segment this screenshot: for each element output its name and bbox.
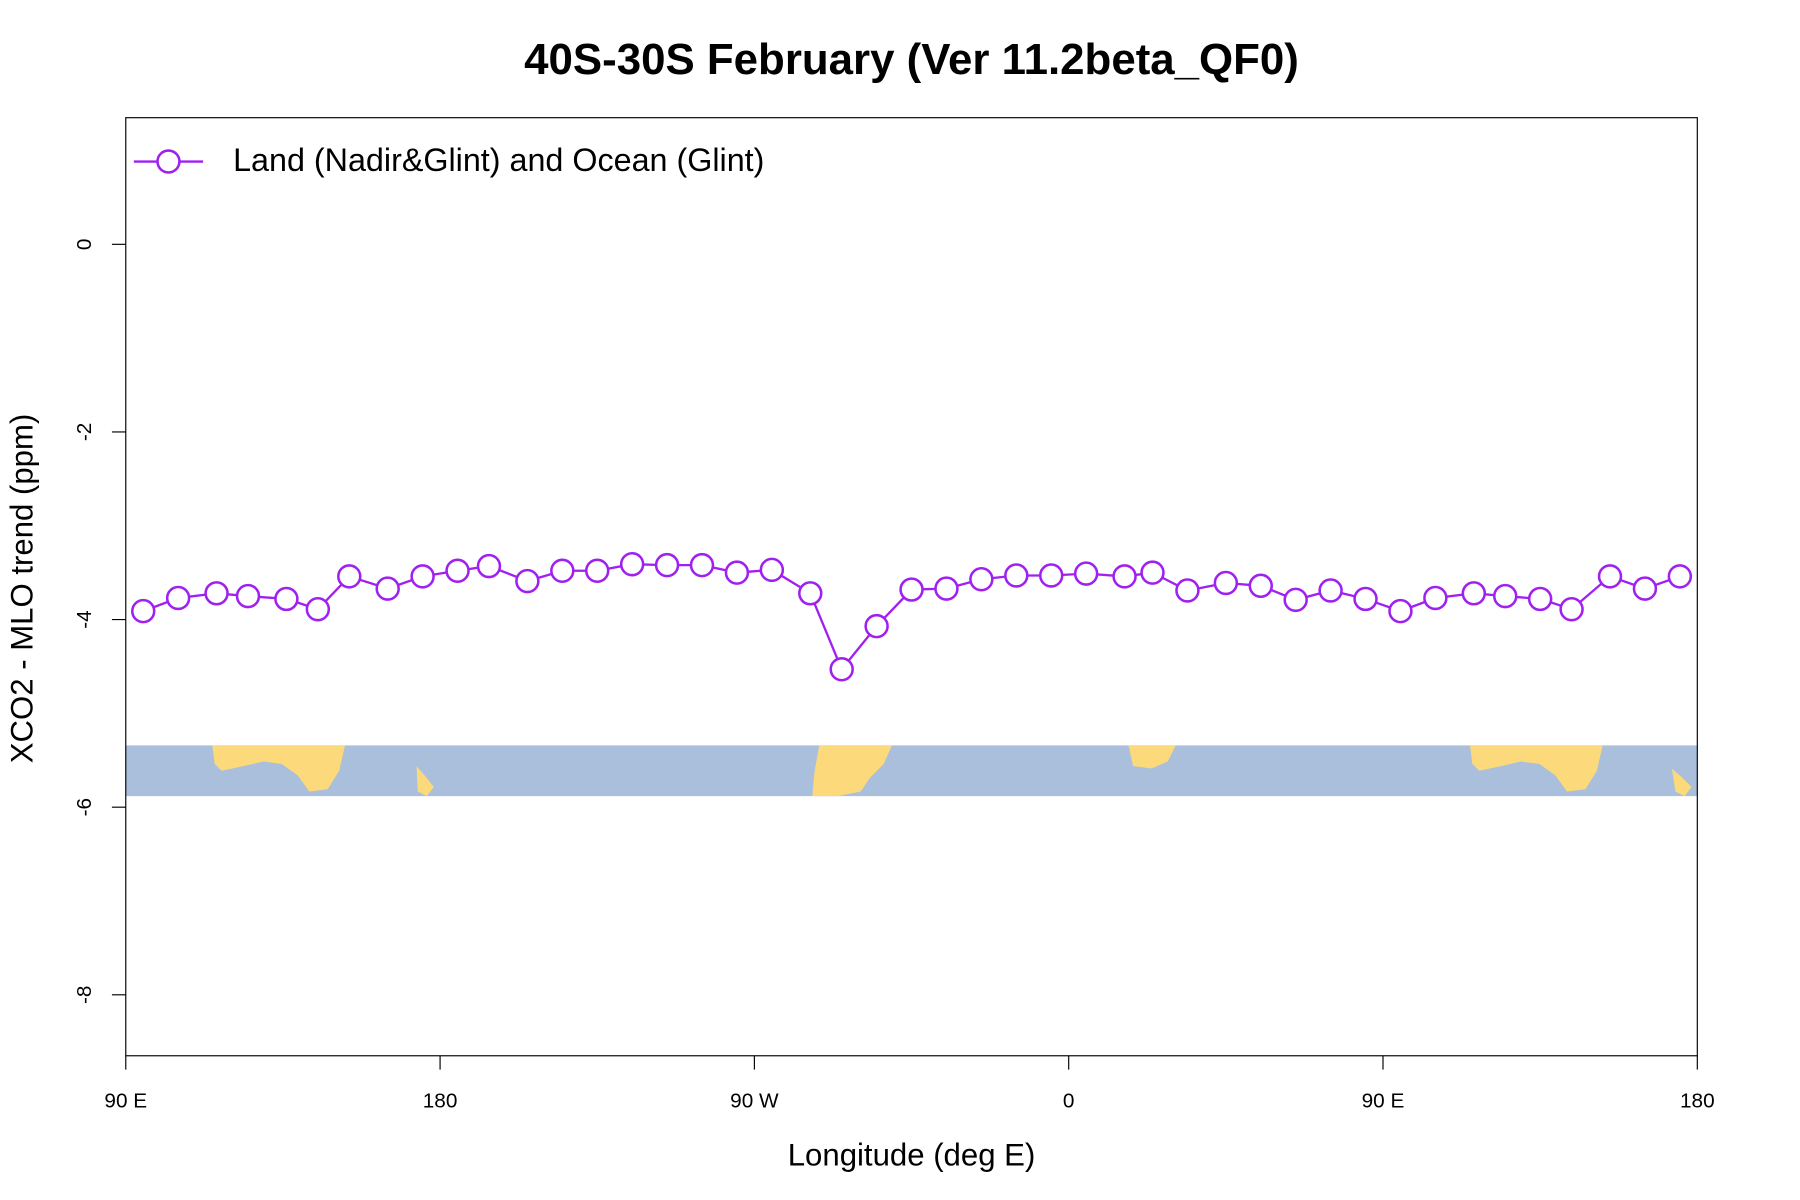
land bbox=[812, 745, 892, 797]
point bbox=[1283, 587, 1308, 613]
land bbox=[212, 745, 345, 792]
point bbox=[1559, 597, 1584, 622]
plot-frame bbox=[125, 117, 1698, 1057]
x-axis-label: Longitude (deg E) bbox=[788, 1138, 1036, 1173]
x-tick-label: 90 W bbox=[730, 1089, 779, 1112]
point bbox=[1213, 570, 1239, 596]
point bbox=[1597, 564, 1623, 589]
point bbox=[619, 551, 645, 577]
point bbox=[829, 657, 854, 682]
point bbox=[1353, 586, 1378, 612]
point bbox=[165, 585, 191, 611]
point bbox=[1318, 578, 1343, 603]
point bbox=[1140, 560, 1165, 585]
point bbox=[798, 581, 823, 606]
point bbox=[274, 586, 299, 612]
point bbox=[550, 558, 575, 584]
point bbox=[1004, 563, 1029, 588]
y-tick-label: -2 bbox=[73, 423, 96, 441]
ocean-band bbox=[125, 745, 1698, 797]
point bbox=[724, 560, 750, 585]
point bbox=[204, 581, 229, 606]
y-tick-label: -4 bbox=[73, 610, 96, 628]
point bbox=[130, 598, 156, 624]
point bbox=[654, 552, 680, 578]
y-axis-label: XCO2 - MLO trend (ppm) bbox=[4, 414, 39, 764]
x-tick-label: 180 bbox=[1680, 1089, 1715, 1112]
point bbox=[1038, 563, 1064, 588]
point bbox=[410, 564, 435, 589]
point bbox=[934, 576, 959, 601]
point bbox=[476, 553, 502, 579]
y-tick-label: -8 bbox=[73, 986, 96, 1004]
land bbox=[1671, 768, 1692, 797]
legend-label: Land (Nadir&Glint) and Ocean (Glint) bbox=[233, 142, 764, 178]
point bbox=[235, 583, 261, 609]
point bbox=[1112, 564, 1137, 589]
y-tick-label: 0 bbox=[73, 239, 96, 251]
point bbox=[1461, 581, 1487, 606]
x-tick-label: 90 E bbox=[104, 1089, 147, 1112]
point bbox=[1667, 564, 1693, 589]
chart-title: 40S-30S February (Ver 11.2beta_QF0) bbox=[524, 35, 1299, 84]
point bbox=[1423, 585, 1448, 611]
point bbox=[305, 597, 331, 622]
y-tick-label: -6 bbox=[73, 798, 96, 816]
point bbox=[689, 552, 715, 578]
x-tick-label: 180 bbox=[423, 1089, 458, 1112]
point bbox=[864, 613, 889, 639]
point bbox=[899, 577, 924, 602]
point bbox=[515, 568, 540, 594]
point bbox=[1073, 561, 1099, 586]
point bbox=[1527, 586, 1553, 612]
point bbox=[1492, 583, 1518, 609]
land bbox=[1470, 745, 1603, 792]
legend: Land (Nadir&Glint) and Ocean (Glint) bbox=[133, 142, 764, 178]
land bbox=[1128, 745, 1176, 769]
land bbox=[416, 766, 434, 797]
point bbox=[759, 557, 785, 583]
x-tick-label: 0 bbox=[1063, 1089, 1075, 1112]
point bbox=[1632, 576, 1658, 601]
point bbox=[337, 564, 362, 589]
point bbox=[585, 558, 610, 584]
x-tick-label: 90 E bbox=[1362, 1089, 1405, 1112]
legend-marker bbox=[156, 149, 181, 174]
point bbox=[445, 558, 470, 584]
point bbox=[1175, 578, 1200, 603]
point bbox=[1248, 573, 1273, 599]
map-strip bbox=[125, 745, 1698, 797]
point bbox=[375, 576, 400, 601]
point bbox=[1388, 598, 1413, 624]
point bbox=[969, 566, 994, 592]
